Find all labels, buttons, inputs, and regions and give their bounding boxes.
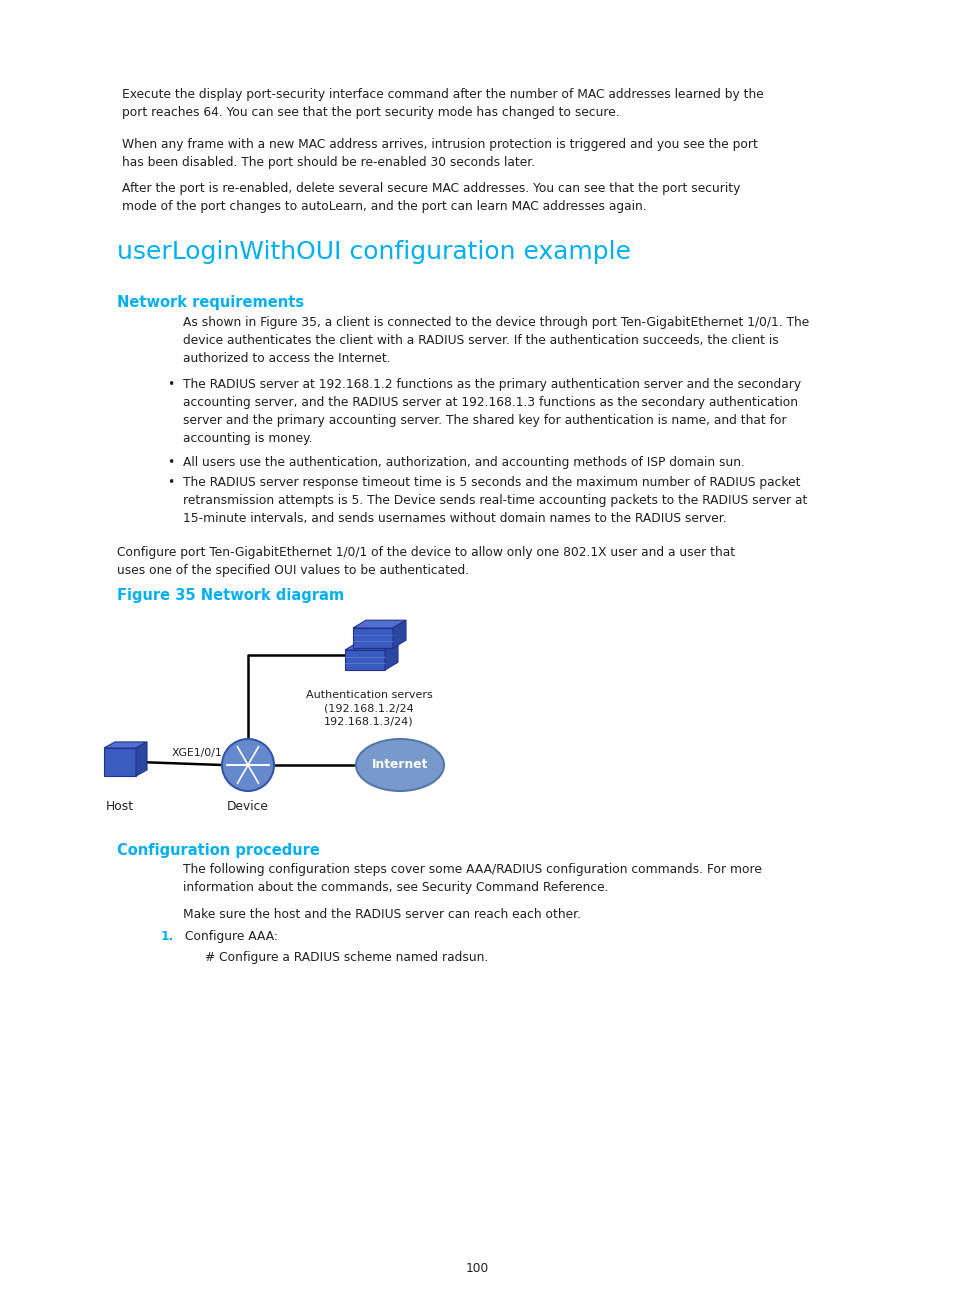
Text: The RADIUS server response timeout time is 5 seconds and the maximum number of R: The RADIUS server response timeout time … — [183, 476, 806, 525]
Text: As shown in Figure 35, a client is connected to the device through port Ten-Giga: As shown in Figure 35, a client is conne… — [183, 316, 808, 365]
Text: Internet: Internet — [372, 758, 428, 771]
Text: When any frame with a new MAC address arrives, intrusion protection is triggered: When any frame with a new MAC address ar… — [122, 137, 757, 168]
Text: Network requirements: Network requirements — [117, 295, 304, 310]
Polygon shape — [353, 629, 393, 648]
Polygon shape — [393, 621, 406, 648]
Text: Configure port Ten-GigabitEthernet 1/0/1 of the device to allow only one 802.1X : Configure port Ten-GigabitEthernet 1/0/1… — [117, 546, 735, 577]
Polygon shape — [345, 651, 385, 670]
Text: Execute the display port-security interface command after the number of MAC addr: Execute the display port-security interf… — [122, 88, 763, 119]
Text: The RADIUS server at 192.168.1.2 functions as the primary authentication server : The RADIUS server at 192.168.1.2 functio… — [183, 378, 801, 445]
Text: •: • — [167, 378, 174, 391]
Text: 100: 100 — [465, 1262, 488, 1275]
Text: Authentication servers
(192.168.1.2/24
192.168.1.3/24): Authentication servers (192.168.1.2/24 1… — [305, 689, 432, 726]
Text: •: • — [167, 456, 174, 469]
Text: All users use the authentication, authorization, and accounting methods of ISP d: All users use the authentication, author… — [183, 456, 744, 469]
Text: Host: Host — [106, 800, 134, 813]
Polygon shape — [104, 748, 136, 776]
Text: The following configuration steps cover some AAA/RADIUS configuration commands. : The following configuration steps cover … — [183, 863, 761, 894]
Polygon shape — [136, 741, 147, 776]
Text: 1.: 1. — [161, 931, 174, 943]
Polygon shape — [353, 621, 406, 629]
Polygon shape — [345, 643, 397, 651]
Text: Device: Device — [227, 800, 269, 813]
Text: Configuration procedure: Configuration procedure — [117, 842, 319, 858]
Text: XGE1/0/1: XGE1/0/1 — [172, 748, 222, 758]
Text: Figure 35 Network diagram: Figure 35 Network diagram — [117, 588, 344, 603]
Text: userLoginWithOUI configuration example: userLoginWithOUI configuration example — [117, 240, 630, 264]
Circle shape — [222, 739, 274, 791]
Text: Make sure the host and the RADIUS server can reach each other.: Make sure the host and the RADIUS server… — [183, 908, 580, 921]
Polygon shape — [104, 741, 147, 748]
Text: •: • — [167, 476, 174, 489]
Text: After the port is re-enabled, delete several secure MAC addresses. You can see t: After the port is re-enabled, delete sev… — [122, 181, 740, 213]
Text: # Configure a RADIUS scheme named radsun.: # Configure a RADIUS scheme named radsun… — [205, 951, 488, 964]
Polygon shape — [385, 643, 397, 670]
Ellipse shape — [355, 739, 443, 791]
Text: Configure AAA:: Configure AAA: — [185, 931, 277, 943]
